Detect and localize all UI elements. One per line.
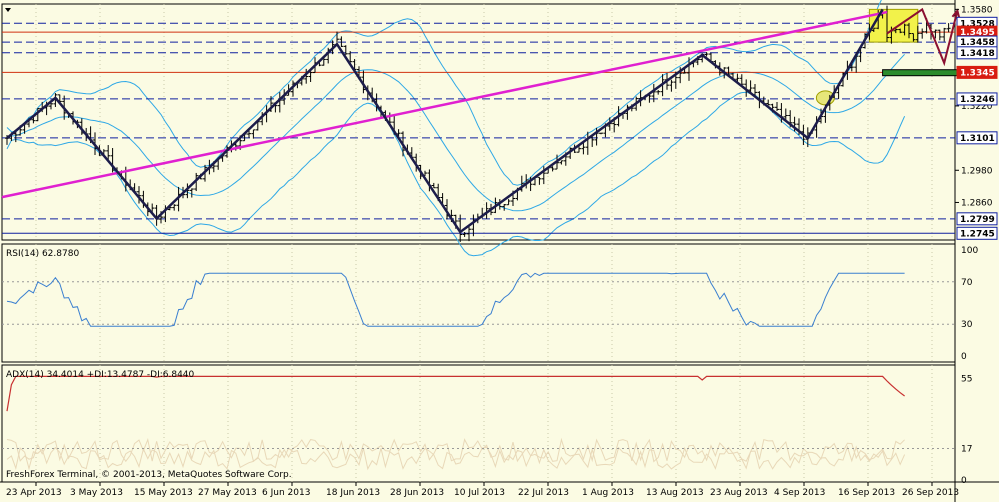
time-tick-label: 13 Aug 2013 [646,488,704,498]
forecast-arrow-head [951,8,961,19]
time-tick-label: 28 Jun 2013 [390,488,444,498]
copyright-text: FreshForex Terminal, © 2001-2013, MetaQu… [6,470,292,480]
time-tick-label: 27 May 2013 [198,488,257,498]
price-pane [1,3,956,241]
zigzag-line [6,8,884,234]
time-tick-label: 1 Aug 2013 [582,488,634,498]
price-label-box [956,226,998,240]
price-label-box [956,92,998,106]
time-tick-label: 26 Sep 2013 [902,488,959,498]
price-tick-label: 1.2860 [961,198,993,208]
time-tick-label: 23 Apr 2013 [6,488,62,498]
time-tick-label: 23 Aug 2013 [710,488,768,498]
time-tick-label: 16 Sep 2013 [838,488,895,498]
price-label: 1.3246 [960,95,995,105]
time-tick-label: 3 May 2013 [70,488,123,498]
price-label: 1.2745 [960,229,995,239]
adx-pane [1,364,956,483]
rsi-tick-label: 70 [961,278,973,288]
price-label: 1.3495 [960,28,995,38]
trendline [1,10,888,199]
price-tick-label: 1.3580 [961,5,993,15]
price-label: 1.3345 [960,68,995,78]
price-label-box [956,46,998,60]
bollinger-upper [6,0,882,186]
adx-tick-label: 55 [961,374,972,384]
price-label-box [956,65,998,79]
rsi-tick-label: 100 [961,246,978,256]
price-label: 1.3418 [960,49,995,59]
forecast-path [886,7,959,67]
rsi-line [6,272,905,327]
rsi-tick-label: 0 [961,352,967,362]
support-zone-bar [882,69,963,77]
time-tick-label: 18 Jun 2013 [326,488,380,498]
price-label-box [956,212,998,226]
time-tick-label: 10 Jul 2013 [454,488,505,498]
adx-minus-di [6,445,906,471]
rsi-pane [1,243,956,363]
rsi-label: RSI(14) 62.8780 [6,249,79,259]
price-label: 1.3101 [960,134,995,144]
time-tick-label: 6 Jun 2013 [262,488,310,498]
price-label: 1.3528 [960,19,995,29]
price-tick-label: 1.2980 [961,166,993,176]
price-label: 1.2799 [960,215,995,225]
rsi-tick-label: 30 [961,320,973,330]
price-tick-label: 1.3220 [961,102,993,112]
price-label-box [956,131,998,145]
adx-line [6,375,905,412]
time-tick-label: 15 May 2013 [134,488,193,498]
adx-label: ADX(14) 34.4014 +DI:13.4787 -DI:6.8440 [6,370,195,380]
adx-tick-label: 0 [961,476,967,486]
price-label: 1.3458 [960,38,995,48]
adx-plus-di [6,437,905,463]
triangle-down-icon[interactable] [5,8,11,12]
time-tick-label: 4 Sep 2013 [774,488,825,498]
time-tick-label: 22 Jul 2013 [518,488,569,498]
adx-tick-label: 17 [961,445,972,455]
